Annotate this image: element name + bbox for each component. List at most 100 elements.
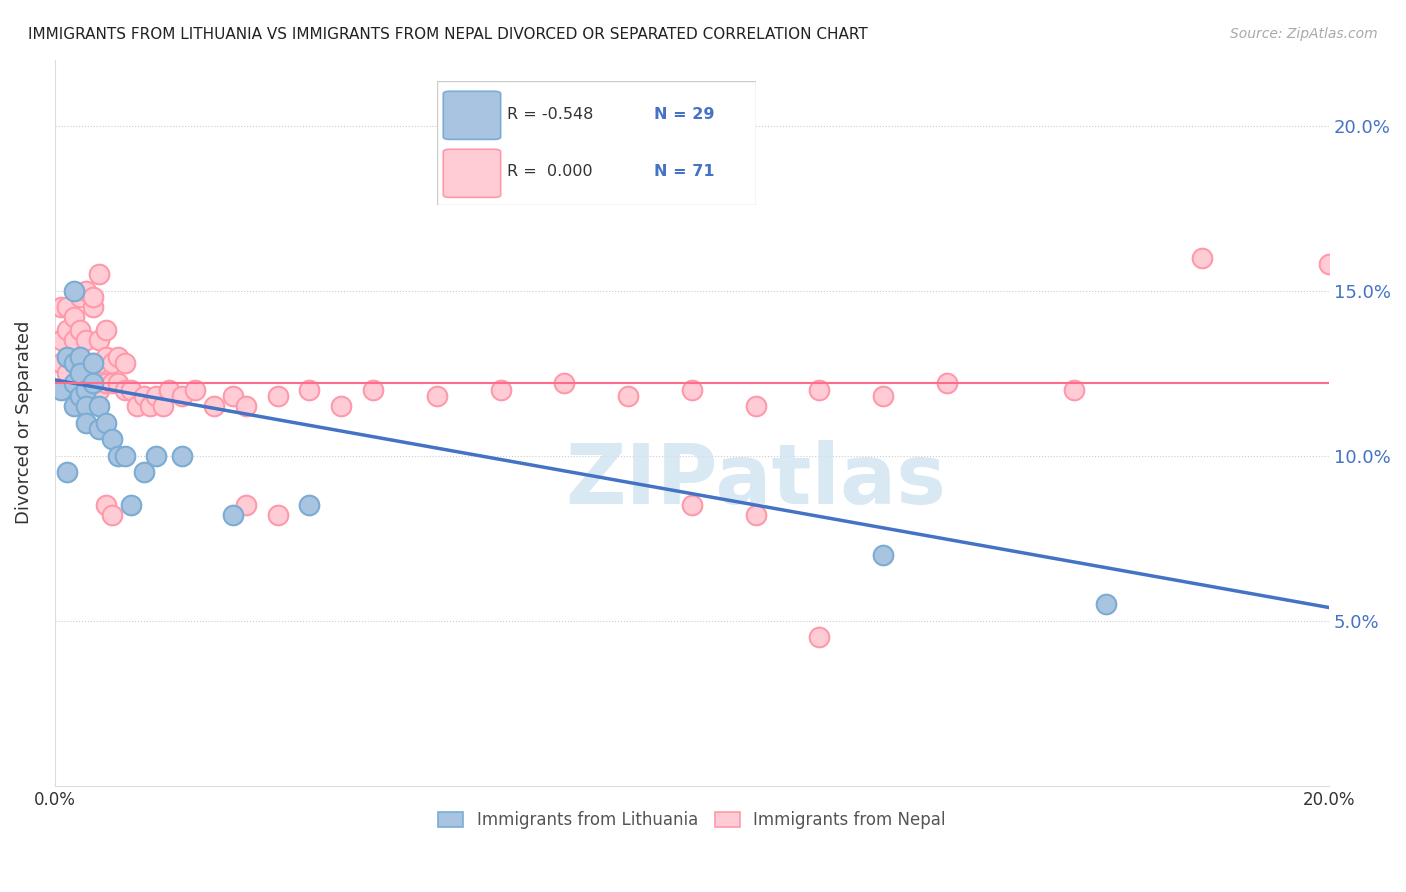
Point xyxy=(101,376,124,390)
Point xyxy=(127,399,149,413)
Point xyxy=(62,383,84,397)
Point xyxy=(62,376,84,390)
Point xyxy=(170,389,193,403)
Point xyxy=(145,449,167,463)
Point xyxy=(107,350,129,364)
Point xyxy=(89,267,111,281)
Text: ZIPatlas: ZIPatlas xyxy=(565,441,946,521)
Text: IMMIGRANTS FROM LITHUANIA VS IMMIGRANTS FROM NEPAL DIVORCED OR SEPARATED CORRELA: IMMIGRANTS FROM LITHUANIA VS IMMIGRANTS … xyxy=(28,27,868,42)
Point xyxy=(101,508,124,522)
Point xyxy=(617,389,640,403)
Point xyxy=(266,389,288,403)
Point xyxy=(69,350,91,364)
Point xyxy=(56,300,79,314)
Point xyxy=(101,432,124,446)
Point xyxy=(808,383,831,397)
Point xyxy=(298,383,321,397)
Point xyxy=(82,376,104,390)
Point xyxy=(56,366,79,380)
Point xyxy=(489,383,512,397)
Point xyxy=(184,383,207,397)
Point xyxy=(56,350,79,364)
Point xyxy=(62,333,84,347)
Point xyxy=(89,333,111,347)
Point xyxy=(1317,257,1340,271)
Point xyxy=(298,498,321,512)
Point xyxy=(222,389,245,403)
Point xyxy=(94,416,117,430)
Point xyxy=(82,300,104,314)
Point xyxy=(330,399,353,413)
Point xyxy=(69,366,91,380)
Point xyxy=(75,416,97,430)
Point xyxy=(75,284,97,298)
Point xyxy=(62,284,84,298)
Point xyxy=(744,508,766,522)
Point xyxy=(94,323,117,337)
Point xyxy=(1095,597,1118,611)
Point xyxy=(82,356,104,370)
Point xyxy=(120,498,142,512)
Point xyxy=(157,383,180,397)
Y-axis label: Divorced or Separated: Divorced or Separated xyxy=(15,321,32,524)
Point xyxy=(107,376,129,390)
Point xyxy=(101,356,124,370)
Point xyxy=(89,422,111,436)
Point xyxy=(62,356,84,370)
Point xyxy=(49,356,72,370)
Point xyxy=(114,383,136,397)
Point xyxy=(49,383,72,397)
Point xyxy=(82,356,104,370)
Point xyxy=(69,323,91,337)
Point xyxy=(82,290,104,304)
Point xyxy=(872,389,894,403)
Point xyxy=(120,383,142,397)
Point xyxy=(744,399,766,413)
Point xyxy=(94,376,117,390)
Point xyxy=(266,508,288,522)
Point xyxy=(202,399,225,413)
Point xyxy=(107,449,129,463)
Point xyxy=(94,350,117,364)
Point xyxy=(56,465,79,479)
Point xyxy=(69,290,91,304)
Point xyxy=(222,508,245,522)
Point xyxy=(681,498,703,512)
Point xyxy=(139,399,162,413)
Point xyxy=(152,399,174,413)
Point xyxy=(75,356,97,370)
Text: Source: ZipAtlas.com: Source: ZipAtlas.com xyxy=(1230,27,1378,41)
Point xyxy=(82,376,104,390)
Point xyxy=(145,389,167,403)
Point xyxy=(62,310,84,324)
Point xyxy=(808,630,831,644)
Point xyxy=(69,350,91,364)
Point xyxy=(69,389,91,403)
Point xyxy=(89,383,111,397)
Point xyxy=(49,333,72,347)
Point xyxy=(89,356,111,370)
Point xyxy=(681,383,703,397)
Point xyxy=(69,366,91,380)
Legend: Immigrants from Lithuania, Immigrants from Nepal: Immigrants from Lithuania, Immigrants fr… xyxy=(432,805,952,836)
Point xyxy=(1063,383,1085,397)
Point xyxy=(62,399,84,413)
Point xyxy=(75,399,97,413)
Point xyxy=(94,498,117,512)
Point xyxy=(75,333,97,347)
Point xyxy=(361,383,384,397)
Point xyxy=(872,548,894,562)
Point xyxy=(935,376,957,390)
Point xyxy=(235,399,257,413)
Point xyxy=(56,323,79,337)
Point xyxy=(56,350,79,364)
Point xyxy=(49,300,72,314)
Point xyxy=(426,389,449,403)
Point xyxy=(75,383,97,397)
Point xyxy=(553,376,575,390)
Point xyxy=(170,449,193,463)
Point xyxy=(62,356,84,370)
Point xyxy=(75,376,97,390)
Point xyxy=(1191,251,1213,265)
Point xyxy=(132,465,155,479)
